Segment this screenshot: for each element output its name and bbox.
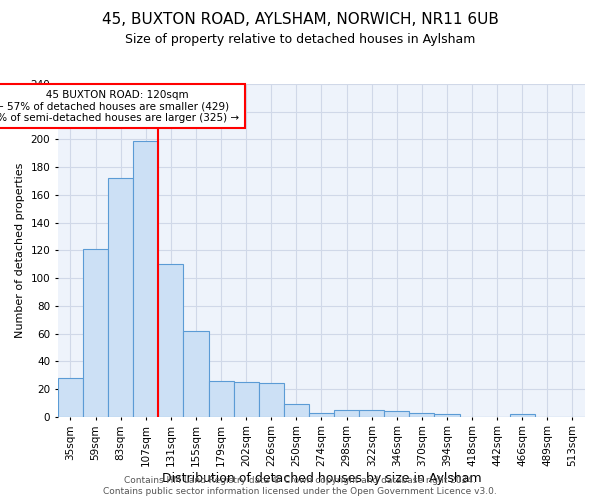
Bar [434, 414, 460, 416]
X-axis label: Distribution of detached houses by size in Aylsham: Distribution of detached houses by size … [161, 472, 481, 485]
Text: Size of property relative to detached houses in Aylsham: Size of property relative to detached ho… [125, 32, 475, 46]
Text: 45 BUXTON ROAD: 120sqm
← 57% of detached houses are smaller (429)
43% of semi-de: 45 BUXTON ROAD: 120sqm ← 57% of detached… [0, 90, 239, 122]
Text: Contains public sector information licensed under the Open Government Licence v3: Contains public sector information licen… [103, 487, 497, 496]
Bar [409, 412, 434, 416]
Bar [359, 410, 384, 416]
Bar [384, 411, 409, 416]
Y-axis label: Number of detached properties: Number of detached properties [15, 162, 25, 338]
Bar [133, 141, 158, 416]
Text: 45, BUXTON ROAD, AYLSHAM, NORWICH, NR11 6UB: 45, BUXTON ROAD, AYLSHAM, NORWICH, NR11 … [101, 12, 499, 28]
Bar [284, 404, 309, 416]
Bar [108, 178, 133, 416]
Bar [58, 378, 83, 416]
Bar [259, 384, 284, 416]
Bar [233, 382, 259, 416]
Bar [209, 380, 233, 416]
Bar [83, 249, 108, 416]
Bar [510, 414, 535, 416]
Bar [184, 330, 209, 416]
Bar [334, 410, 359, 416]
Bar [309, 412, 334, 416]
Text: Contains HM Land Registry data © Crown copyright and database right 2024.: Contains HM Land Registry data © Crown c… [124, 476, 476, 485]
Bar [158, 264, 184, 416]
